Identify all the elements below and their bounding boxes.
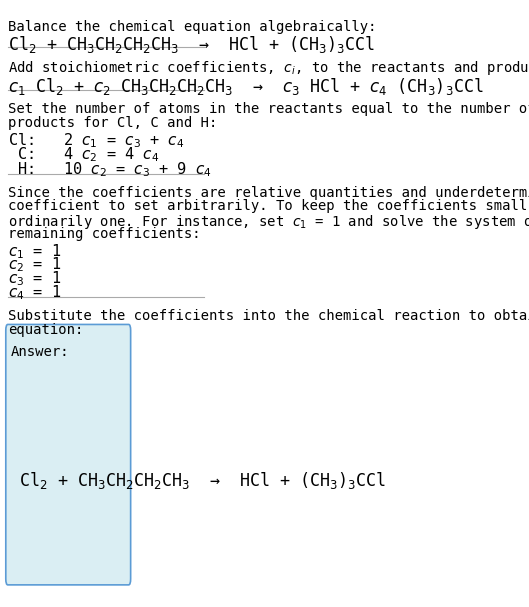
Text: Cl:   2 $c_1$ = $c_3$ + $c_4$: Cl: 2 $c_1$ = $c_3$ + $c_4$ [8, 131, 184, 150]
Text: Since the coefficients are relative quantities and underdetermined, choose a: Since the coefficients are relative quan… [8, 186, 529, 200]
Text: remaining coefficients:: remaining coefficients: [8, 227, 200, 241]
FancyBboxPatch shape [6, 325, 131, 585]
Text: products for Cl, C and H:: products for Cl, C and H: [8, 115, 217, 129]
Text: $c_1$ = 1: $c_1$ = 1 [8, 242, 61, 260]
Text: C:   4 $c_2$ = 4 $c_4$: C: 4 $c_2$ = 4 $c_4$ [8, 146, 159, 164]
Text: $c_1$ Cl$_2$ + $c_2$ CH$_3$CH$_2$CH$_2$CH$_3$  →  $c_3$ HCl + $c_4$ (CH$_3$)$_3$: $c_1$ Cl$_2$ + $c_2$ CH$_3$CH$_2$CH$_2$C… [8, 76, 484, 97]
Text: ordinarily one. For instance, set $c_1$ = 1 and solve the system of equations fo: ordinarily one. For instance, set $c_1$ … [8, 213, 529, 231]
Text: Cl$_2$ + CH$_3$CH$_2$CH$_2$CH$_3$  →  HCl + (CH$_3$)$_3$CCl: Cl$_2$ + CH$_3$CH$_2$CH$_2$CH$_3$ → HCl … [8, 34, 375, 55]
Text: Cl$_2$ + CH$_3$CH$_2$CH$_2$CH$_3$  →  HCl + (CH$_3$)$_3$CCl: Cl$_2$ + CH$_3$CH$_2$CH$_2$CH$_3$ → HCl … [20, 470, 387, 490]
Text: $c_4$ = 1: $c_4$ = 1 [8, 283, 61, 302]
Text: Balance the chemical equation algebraically:: Balance the chemical equation algebraica… [8, 20, 376, 34]
Text: $c_2$ = 1: $c_2$ = 1 [8, 256, 61, 274]
Text: $c_3$ = 1: $c_3$ = 1 [8, 270, 61, 288]
Text: Substitute the coefficients into the chemical reaction to obtain the balanced: Substitute the coefficients into the che… [8, 309, 529, 323]
Text: Set the number of atoms in the reactants equal to the number of atoms in the: Set the number of atoms in the reactants… [8, 102, 529, 116]
Text: coefficient to set arbitrarily. To keep the coefficients small, the arbitrary va: coefficient to set arbitrarily. To keep … [8, 199, 529, 213]
Text: equation:: equation: [8, 323, 83, 337]
Text: H:   10 $c_2$ = $c_3$ + 9 $c_4$: H: 10 $c_2$ = $c_3$ + 9 $c_4$ [8, 160, 212, 178]
Text: Add stoichiometric coefficients, $c_i$, to the reactants and products:: Add stoichiometric coefficients, $c_i$, … [8, 59, 529, 77]
Text: Answer:: Answer: [11, 345, 69, 359]
